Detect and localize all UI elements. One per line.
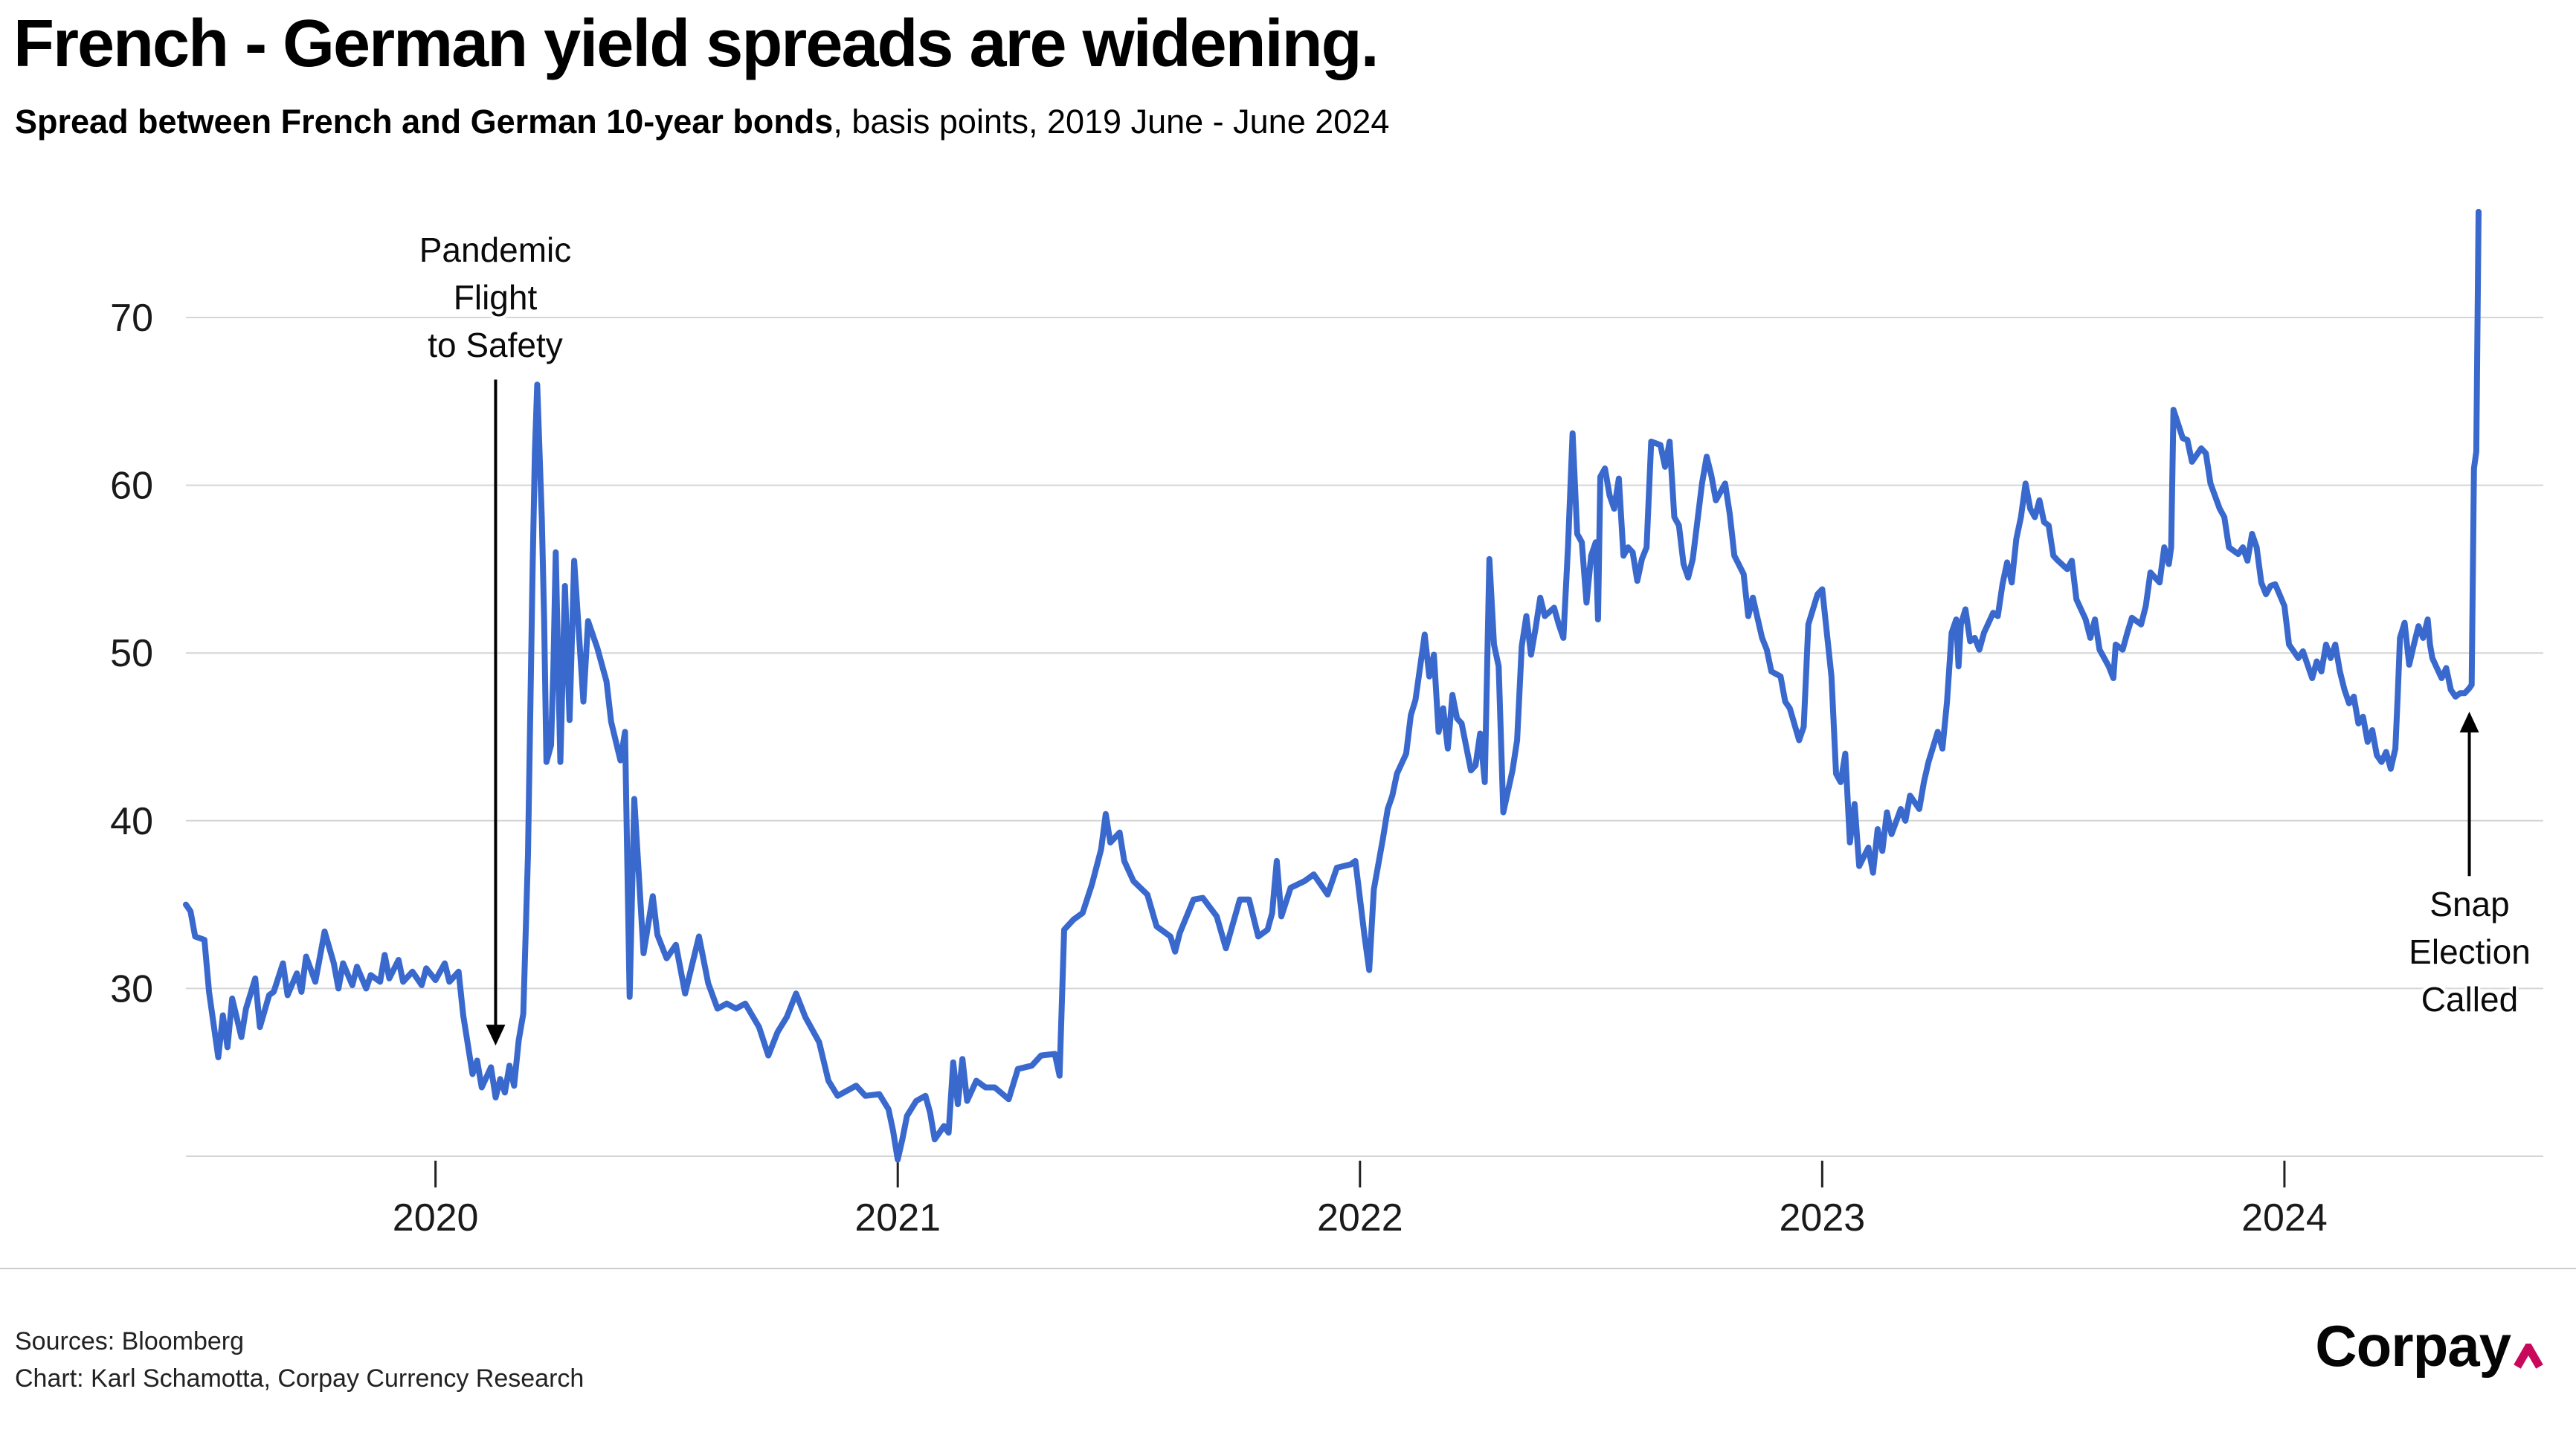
annotation-pandemic-line1: Pandemic <box>419 231 572 269</box>
page-subtitle: Spread between French and German 10-year… <box>15 103 2395 141</box>
annotation-snap-line1: Snap <box>2430 885 2510 923</box>
annotation-snap-line2: Election <box>2409 932 2531 971</box>
spread-line <box>183 208 2482 1163</box>
annotation-arrowhead <box>486 1025 506 1046</box>
footer-credit: Chart: Karl Schamotta, Corpay Currency R… <box>15 1364 585 1393</box>
annotation-pandemic-line3: to Safety <box>428 326 563 364</box>
footer-text: Sources: Bloomberg Chart: Karl Schamotta… <box>15 1323 584 1397</box>
corpay-caret-icon <box>2514 1317 2543 1384</box>
x-tick-label: 2021 <box>854 1196 941 1239</box>
subtitle-bold: Spread between French and German 10-year… <box>15 103 834 141</box>
y-tick-label: 70 <box>110 297 153 340</box>
y-tick-label: 60 <box>110 465 153 508</box>
x-tick-label: 2022 <box>1317 1196 1403 1239</box>
annotation-pandemic-line2: Flight <box>453 278 538 317</box>
corpay-logo: Corpay <box>2315 1312 2543 1384</box>
x-tick-label: 2023 <box>1780 1196 1866 1239</box>
x-tick-label: 2024 <box>2241 1196 2328 1239</box>
annotation-pandemic: Pandemic Flight to Safety <box>347 226 644 369</box>
x-tick-label: 2020 <box>393 1196 479 1239</box>
y-tick-label: 50 <box>110 632 153 675</box>
subtitle-rest: , basis points, 2019 June - June 2024 <box>833 103 1390 141</box>
y-tick-label: 40 <box>110 800 153 843</box>
annotation-snap-line3: Called <box>2421 980 2519 1019</box>
annotation-snap-election: Snap Election Called <box>2321 880 2576 1023</box>
page-title: French - German yield spreads are wideni… <box>13 7 1379 81</box>
footer-sources: Sources: Bloomberg <box>15 1327 245 1355</box>
annotation-arrowhead <box>2459 712 2479 733</box>
y-tick-label: 30 <box>110 967 153 1010</box>
footer: Sources: Bloomberg Chart: Karl Schamotta… <box>0 1268 2576 1441</box>
corpay-logo-text: Corpay <box>2315 1313 2511 1379</box>
